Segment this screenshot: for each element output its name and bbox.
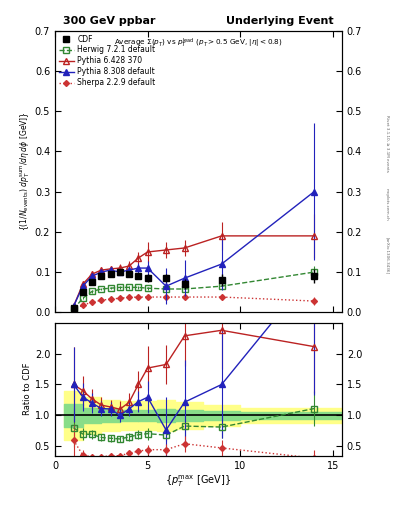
Text: Rivet 3.1.10, ≥ 3.1M events: Rivet 3.1.10, ≥ 3.1M events [385, 115, 389, 172]
Text: 300 GeV ppbar: 300 GeV ppbar [63, 15, 155, 26]
Legend: CDF, Herwig 7.2.1 default, Pythia 6.428 370, Pythia 8.308 default, Sherpa 2.2.9 : CDF, Herwig 7.2.1 default, Pythia 6.428 … [57, 33, 157, 89]
Text: mcplots.cern.ch: mcplots.cern.ch [385, 188, 389, 221]
Y-axis label: Ratio to CDF: Ratio to CDF [23, 363, 32, 415]
X-axis label: $\{p_T^\mathrm{max}\ [\mathrm{GeV}]\}$: $\{p_T^\mathrm{max}\ [\mathrm{GeV}]\}$ [165, 473, 231, 489]
Text: [arXiv:1306.3436]: [arXiv:1306.3436] [385, 238, 389, 274]
Y-axis label: $\{(1/N_\mathrm{events})\ dp_T^\mathrm{sum}/d\eta\, d\phi\ [\mathrm{GeV}]\}$: $\{(1/N_\mathrm{events})\ dp_T^\mathrm{s… [18, 112, 32, 231]
Text: Average $\Sigma(p_T)$ vs $p_T^\mathrm{lead}$ ($p_T > 0.5$ GeV, $|\eta| < 0.8$): Average $\Sigma(p_T)$ vs $p_T^\mathrm{le… [114, 36, 283, 50]
Text: Underlying Event: Underlying Event [226, 15, 334, 26]
